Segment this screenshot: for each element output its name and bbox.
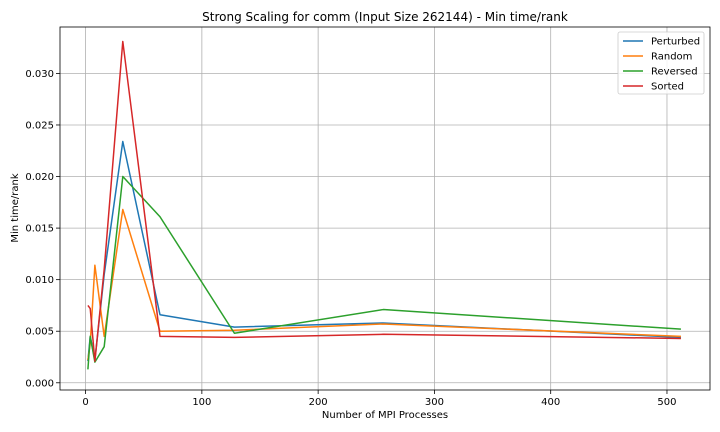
x-tick-label: 400 — [541, 397, 560, 408]
legend: Perturbed Random Reversed Sorted — [617, 31, 705, 95]
x-tick-label: 200 — [309, 397, 328, 408]
series-line-random — [87, 208, 681, 361]
grid-lines — [60, 27, 710, 390]
series-line-reversed — [87, 175, 681, 370]
series-line-sorted — [87, 40, 681, 362]
x-axis-label: Number of MPI Processes — [322, 410, 448, 421]
plot-frame — [59, 26, 711, 391]
chart-title: Strong Scaling for comm (Input Size 2621… — [202, 10, 568, 24]
x-tick-label: 500 — [657, 397, 676, 408]
series-layer — [87, 40, 681, 370]
series-line-perturbed — [87, 140, 681, 362]
y-tick-label: 0.010 — [25, 275, 54, 286]
x-axis: 0 100 200 300 400 500 — [82, 390, 677, 408]
y-tick-label: 0.030 — [25, 69, 54, 80]
y-tick-label: 0.025 — [25, 120, 54, 131]
y-tick-label: 0.000 — [25, 378, 54, 389]
y-tick-label: 0.020 — [25, 172, 54, 183]
y-tick-label: 0.015 — [25, 224, 54, 235]
y-axis: 0.000 0.005 0.010 0.015 0.020 0.025 0.030 — [25, 69, 60, 389]
y-axis-label: Min time/rank — [10, 173, 21, 242]
legend-label-reversed: Reversed — [651, 67, 698, 78]
x-tick-label: 0 — [82, 397, 88, 408]
x-tick-label: 100 — [192, 397, 211, 408]
x-tick-label: 300 — [425, 397, 444, 408]
legend-label-sorted: Sorted — [651, 82, 684, 93]
legend-label-perturbed: Perturbed — [651, 37, 700, 48]
y-tick-label: 0.005 — [25, 327, 54, 338]
legend-label-random: Random — [651, 52, 692, 63]
legend-box — [617, 31, 705, 95]
